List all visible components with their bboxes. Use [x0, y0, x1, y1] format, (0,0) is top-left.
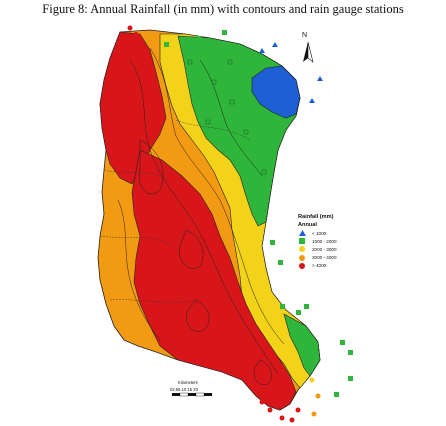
map-legend: Rainfall (mm) Annual < 1000 1000 - 2000 … — [298, 214, 337, 270]
station-circle — [279, 415, 285, 421]
scale-bar-ticks: 02.55 10 15 20 — [170, 387, 198, 392]
legend-item: 2000 - 3000 — [298, 245, 337, 253]
station-circle — [267, 407, 273, 413]
station-square-outline — [229, 99, 235, 105]
station-triangle — [285, 92, 291, 97]
station-square-outline — [227, 59, 233, 65]
legend-item-label: 2000 - 3000 — [312, 246, 337, 252]
station-circle — [259, 399, 265, 405]
legend-item-label: < 1000 — [312, 230, 327, 236]
circle-icon — [298, 246, 306, 253]
district-boundaries — [99, 119, 251, 303]
station-circle — [295, 407, 301, 413]
station-square-outline — [187, 59, 193, 65]
figure-caption: Figure 8: Annual Rainfall (in mm) with c… — [42, 2, 404, 16]
station-triangle — [317, 76, 323, 81]
station-square-outline — [261, 169, 267, 175]
station-circle — [309, 377, 315, 383]
station-square — [334, 392, 339, 397]
station-square-outline — [211, 79, 217, 85]
scale-bar — [172, 392, 212, 397]
station-square — [348, 350, 353, 355]
legend-item-label: 1000 - 2000 — [312, 238, 337, 244]
station-square — [222, 30, 227, 35]
station-square — [270, 240, 275, 245]
station-triangle — [272, 42, 278, 47]
station-circle — [269, 319, 275, 325]
station-circle — [289, 417, 295, 423]
station-square-outline — [243, 129, 249, 135]
zone-under-1000 — [251, 65, 301, 119]
legend-item: > 4000 — [298, 262, 337, 270]
station-square — [340, 340, 345, 345]
north-label: N — [302, 32, 308, 39]
station-triangle — [259, 48, 265, 53]
station-square — [304, 304, 309, 309]
legend-subtitle: Annual — [298, 222, 317, 228]
station-square — [348, 376, 353, 381]
scale-bar-title: Kilometers — [178, 380, 198, 385]
legend-item: 1000 - 2000 — [298, 237, 337, 245]
legend-item-label: 3000 - 4000 — [312, 255, 337, 261]
station-square-outline — [205, 119, 211, 125]
station-square — [278, 260, 283, 265]
square-icon — [298, 238, 306, 245]
station-circle — [311, 411, 317, 417]
station-circle — [315, 393, 321, 399]
station-circle — [127, 25, 133, 31]
zone-over-4000-south — [131, 149, 297, 411]
legend-item: 3000 - 4000 — [298, 254, 337, 262]
station-square — [164, 42, 169, 47]
legend-item-label: > 4000 — [312, 263, 327, 269]
station-circle — [293, 375, 299, 381]
north-arrow-icon — [303, 41, 314, 63]
legend-item: < 1000 — [298, 229, 337, 237]
station-circle — [263, 283, 269, 289]
legend-title: Rainfall (mm) — [298, 214, 334, 220]
station-square — [296, 310, 301, 315]
station-circle — [134, 32, 138, 36]
station-square — [196, 36, 201, 41]
station-triangle — [309, 98, 315, 103]
circle-icon — [298, 254, 306, 261]
contour-lines — [117, 47, 285, 386]
rain-gauge-stations — [127, 25, 353, 423]
circle-icon — [298, 262, 306, 269]
triangle-icon — [298, 230, 306, 237]
station-square — [280, 304, 285, 309]
